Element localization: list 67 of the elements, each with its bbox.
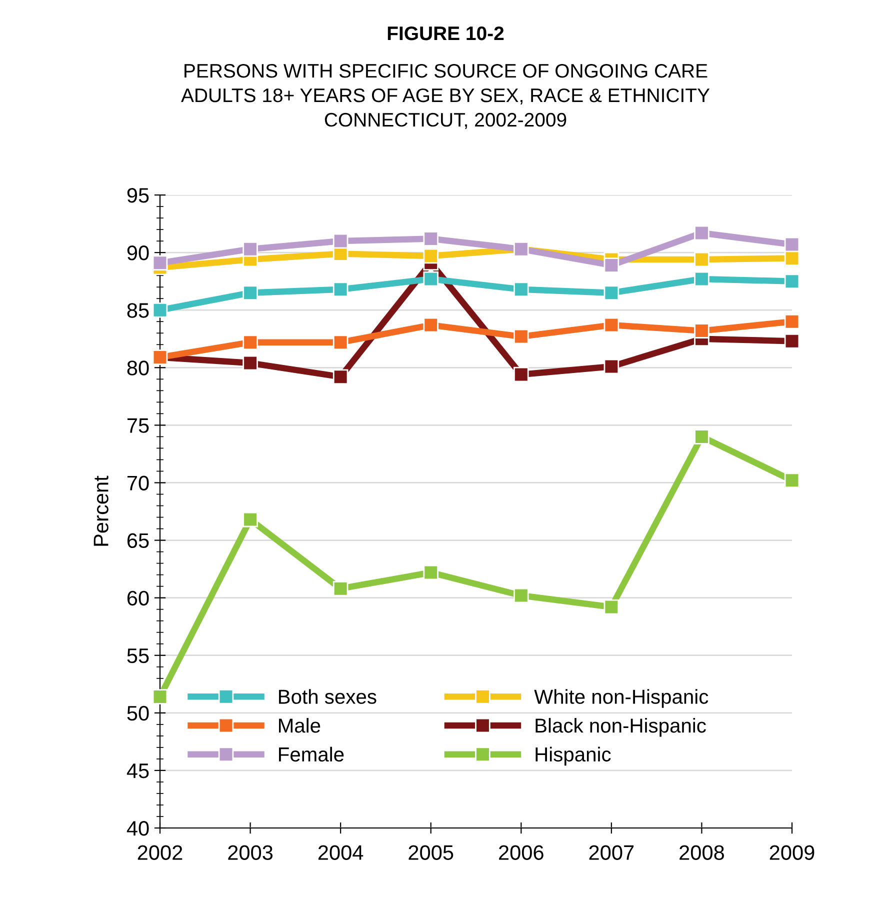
legend-label: Male [279, 718, 320, 733]
point [694, 252, 710, 268]
y-tick-label: 85 [127, 303, 149, 318]
point [694, 323, 710, 338]
point [784, 472, 800, 488]
x-tick-label: 2005 [408, 845, 454, 860]
point [152, 255, 168, 271]
x-tick-label: 2003 [228, 845, 273, 860]
y-tick-label: 75 [127, 418, 149, 433]
point [604, 599, 620, 615]
point [694, 271, 710, 287]
chart-subtitle: PERSONS WITH SPECIFIC SOURCE OF ONGOING CARE ADULTS 18+ YEARS OF AGE BY SEX, RACE & ETHNICITY CONNECTICUT, 2002-2009 [181, 64, 710, 129]
point [423, 248, 438, 264]
y-tick-label: 65 [127, 533, 149, 548]
x-tick-label: 2002 [138, 845, 182, 860]
point [514, 366, 529, 382]
point [514, 328, 529, 344]
y-tick-label: 70 [127, 476, 149, 490]
legend-label: Hispanic [536, 746, 611, 766]
x-tick-label: 2007 [589, 845, 634, 860]
point [514, 282, 529, 298]
point [694, 225, 710, 241]
point [332, 580, 348, 596]
point [604, 358, 620, 374]
point [242, 241, 258, 257]
point [242, 355, 258, 371]
point [784, 314, 800, 330]
y-tick-label: 40 [126, 821, 149, 836]
point [784, 334, 800, 349]
point [423, 271, 438, 287]
point [784, 274, 800, 289]
y-tick-label: 45 [126, 764, 149, 778]
point [604, 285, 620, 300]
y-tick-label: 55 [127, 648, 149, 664]
point [423, 564, 438, 580]
point [423, 231, 438, 246]
point [242, 334, 258, 350]
point [242, 512, 258, 528]
legend-label: Female [279, 746, 344, 762]
point [332, 334, 348, 350]
point [694, 429, 710, 444]
y-tick-label: 50 [127, 706, 149, 721]
point [604, 258, 620, 273]
y-axis-title: Percent [94, 476, 108, 546]
y-tick-label: 60 [127, 590, 149, 606]
legend-label: Black non-Hispanic [536, 718, 706, 737]
x-tick-label: 2009 [770, 845, 814, 860]
point [332, 369, 348, 384]
x-tick-label: 2006 [499, 845, 544, 860]
point [423, 317, 438, 333]
point [242, 285, 258, 300]
point [784, 250, 800, 266]
point [784, 236, 800, 252]
point [604, 317, 620, 333]
x-tick-label: 2004 [318, 845, 364, 860]
y-tick-label: 90 [127, 246, 149, 260]
point [152, 689, 168, 704]
legend-label: Both sexes [279, 689, 376, 704]
point [514, 588, 529, 604]
point [152, 302, 168, 318]
chart-title: FIGURE 10-2 [388, 26, 504, 40]
point [332, 282, 348, 298]
y-tick-label: 95 [127, 188, 149, 203]
legend-label: White non-Hispanic [534, 689, 708, 708]
y-tick-label: 80 [127, 360, 149, 376]
x-tick-label: 2008 [680, 845, 724, 860]
point [332, 233, 348, 249]
